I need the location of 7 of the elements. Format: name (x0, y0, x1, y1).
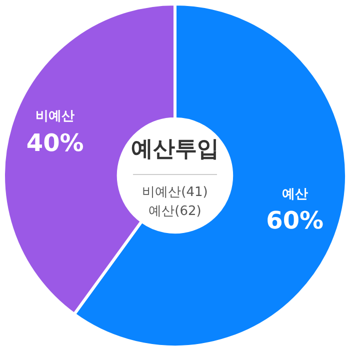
data-label: 60% (266, 206, 324, 235)
text: 예산투입 (131, 137, 219, 162)
text: 예산(62) (148, 204, 202, 219)
slice-label: 비예산 (36, 108, 75, 124)
text: 비예산(41) (142, 184, 208, 200)
slice-label: 예산 (282, 186, 308, 202)
data-label: 40% (26, 128, 84, 157)
